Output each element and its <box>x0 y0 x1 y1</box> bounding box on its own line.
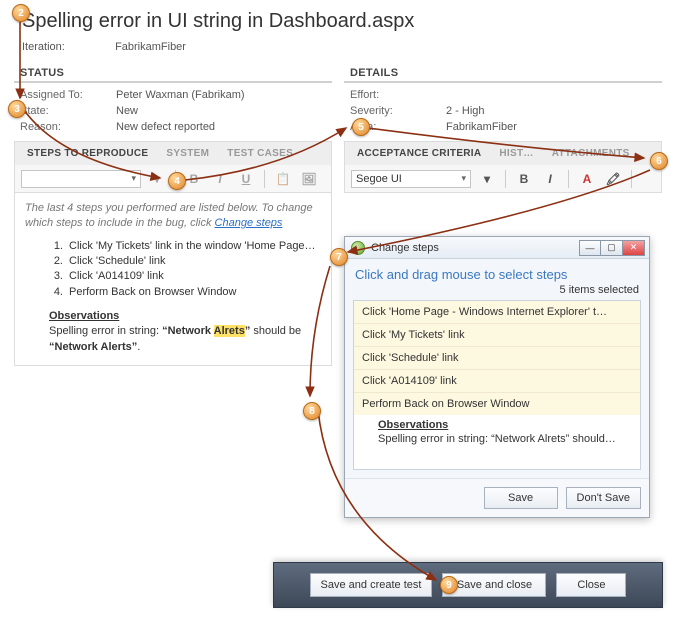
dialog-row[interactable]: Click 'Home Page - Windows Internet Expl… <box>354 301 640 323</box>
change-steps-dialog: Change steps — ▢ ✕ Click and drag mouse … <box>344 236 650 518</box>
callout-badge-2: 2 <box>12 4 30 22</box>
bold-button-right[interactable]: B <box>514 169 534 189</box>
reason-label: Reason: <box>20 121 116 133</box>
dialog-dont-save-button[interactable]: Don't Save <box>566 487 641 509</box>
bottom-action-bar: Save and create test Save and close Clos… <box>273 562 663 608</box>
iteration-label: Iteration: <box>22 41 112 53</box>
steps-editor[interactable]: The last 4 steps you performed are liste… <box>14 193 332 366</box>
steps-list: 1.Click 'My Tickets' link in the window … <box>49 239 321 301</box>
observations-heading: Observations <box>49 310 321 322</box>
dialog-step-list[interactable]: Click 'Home Page - Windows Internet Expl… <box>353 300 641 470</box>
paste-icon[interactable]: 📋 <box>273 169 293 189</box>
tab-attachments[interactable]: ATTACHMENTS <box>546 148 636 159</box>
minimize-button[interactable]: — <box>579 240 601 256</box>
italic-button[interactable]: I <box>210 169 230 189</box>
dialog-observations-heading: Observations <box>354 415 640 431</box>
editor-hint: The last 4 steps you performed are liste… <box>25 201 321 231</box>
callout-badge-7: 7 <box>330 248 348 266</box>
font-color-icon[interactable]: A <box>577 169 597 189</box>
dialog-save-button[interactable]: Save <box>484 487 558 509</box>
dialog-titlebar[interactable]: Change steps — ▢ ✕ <box>345 237 649 259</box>
effort-label: Effort: <box>350 89 446 101</box>
font-select-left[interactable]: ▾ <box>21 170 141 188</box>
state-value: New <box>116 105 138 117</box>
iteration-value: FabrikamFiber <box>115 41 186 53</box>
right-tabstrip: ACCEPTANCE CRITERIA HIST… ATTACHMENTS <box>344 141 662 165</box>
tab-system[interactable]: SYSTEM <box>160 148 215 159</box>
dialog-row[interactable]: Click 'A014109' link <box>354 369 640 392</box>
tab-test-cases[interactable]: TEST CASES <box>221 148 299 159</box>
left-tabstrip: STEPS TO REPRODUCE SYSTEM TEST CASES <box>14 141 332 165</box>
callout-badge-6: 6 <box>650 152 668 170</box>
callout-badge-8: 8 <box>303 402 321 420</box>
dialog-row[interactable]: Click 'My Tickets' link <box>354 323 640 346</box>
step-4: Perform Back on Browser Window <box>69 285 237 300</box>
status-heading: STATUS <box>14 63 332 83</box>
severity-value: 2 - High <box>446 105 485 117</box>
area-value: FabrikamFiber <box>446 121 517 133</box>
right-toolbar: Segoe UI▾ ▾ B I A 🖍 <box>344 165 662 193</box>
step-3: Click 'A014109' link <box>69 269 164 284</box>
save-and-create-test-button[interactable]: Save and create test <box>310 573 433 597</box>
dialog-observations-body: Spelling error in string: “Network Alret… <box>354 431 640 451</box>
page-title: Spelling error in UI string in Dashboard… <box>0 0 676 37</box>
dialog-title: Change steps <box>371 242 573 254</box>
callout-badge-9: 9 <box>440 576 458 594</box>
tab-acceptance-criteria[interactable]: ACCEPTANCE CRITERIA <box>351 148 487 159</box>
tab-history[interactable]: HIST… <box>493 148 539 159</box>
highlight-icon[interactable]: 🖍 <box>603 169 623 189</box>
reason-value: New defect reported <box>116 121 215 133</box>
tab-steps-to-reproduce[interactable]: STEPS TO REPRODUCE <box>21 148 154 159</box>
iteration-row: Iteration: FabrikamFiber <box>0 37 676 63</box>
font-size-select[interactable]: ▾ <box>147 169 167 189</box>
italic-button-right[interactable]: I <box>540 169 560 189</box>
underline-button[interactable]: U <box>236 169 256 189</box>
callout-badge-4: 4 <box>168 172 186 190</box>
bold-button[interactable]: B <box>184 169 204 189</box>
status-column: STATUS Assigned To:Peter Waxman (Fabrika… <box>14 63 332 366</box>
font-size-select-right[interactable]: ▾ <box>477 169 497 189</box>
step-1: Click 'My Tickets' link in the window 'H… <box>69 239 316 254</box>
chevron-down-icon: ▾ <box>461 173 466 184</box>
step-2: Click 'Schedule' link <box>69 254 166 269</box>
close-button-bottom[interactable]: Close <box>556 573 626 597</box>
assigned-to-label: Assigned To: <box>20 89 116 101</box>
dialog-app-icon <box>351 241 365 255</box>
maximize-button[interactable]: ▢ <box>601 240 623 256</box>
severity-label: Severity: <box>350 105 446 117</box>
dialog-subtitle: Click and drag mouse to select steps <box>345 259 649 284</box>
dialog-row[interactable]: Perform Back on Browser Window <box>354 392 640 415</box>
observations-body: Spelling error in string: “Network Alret… <box>49 324 321 355</box>
details-heading: DETAILS <box>344 63 662 83</box>
change-steps-link[interactable]: Change steps <box>215 217 283 229</box>
save-and-close-button[interactable]: Save and close <box>442 573 546 597</box>
callout-badge-3: 3 <box>8 100 26 118</box>
assigned-to-value: Peter Waxman (Fabrikam) <box>116 89 245 101</box>
chevron-down-icon: ▾ <box>131 173 136 184</box>
state-label: State: <box>20 105 116 117</box>
font-select-right[interactable]: Segoe UI▾ <box>351 170 471 188</box>
callout-badge-5: 5 <box>352 118 370 136</box>
dialog-items-selected: 5 items selected <box>345 284 649 300</box>
close-button[interactable]: ✕ <box>623 240 645 256</box>
image-icon[interactable]: 🖼 <box>299 169 319 189</box>
dialog-row[interactable]: Click 'Schedule' link <box>354 346 640 369</box>
